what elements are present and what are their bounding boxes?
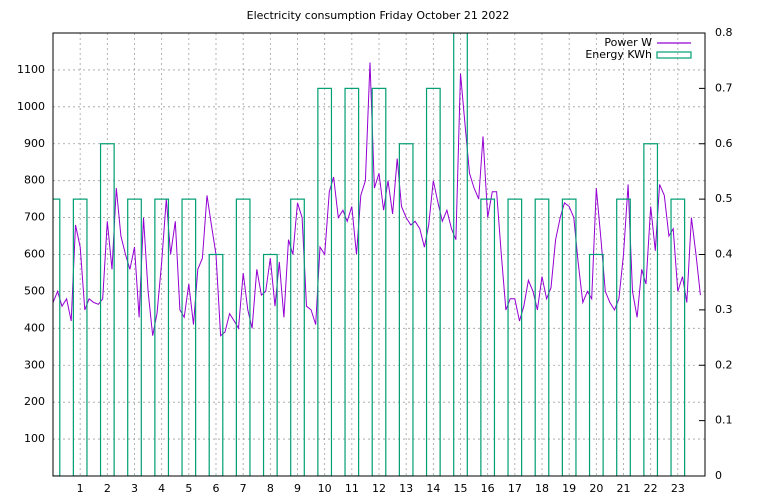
y-tick-label: 200 [24,395,45,408]
energy-box [561,198,577,476]
chart-title: Electricity consumption Friday October 2… [247,9,510,22]
legend-label: Energy KWh [585,48,652,61]
x-tick-label: 17 [508,482,522,495]
energy-box [371,87,387,476]
x-tick-label: 5 [185,482,192,495]
y2-tick-label: 0.8 [715,26,733,39]
energy-box [398,143,414,476]
y2-tick-label: 0.1 [715,414,733,427]
y-tick-label: 700 [24,211,45,224]
energy-box [344,87,360,476]
x-tick-label: 20 [589,482,603,495]
energy-box [235,198,251,476]
x-tick-label: 10 [318,482,332,495]
y2-tick-label: 0.2 [715,358,733,371]
y-tick-label: 600 [24,248,45,261]
energy-box [99,143,115,476]
energy-box [72,198,88,476]
y-tick-label: 400 [24,321,45,334]
energy-box [181,198,197,476]
y-tick-label: 100 [24,432,45,445]
y2-tick-label: 0.3 [715,303,733,316]
x-tick-label: 13 [399,482,413,495]
energy-box [453,33,468,476]
y2-tick-label: 0.5 [715,192,733,205]
energy-box [262,253,278,476]
plot-border [52,32,706,477]
x-tick-label: 21 [617,482,631,495]
x-tick-label: 12 [372,482,386,495]
energy-box [154,198,170,476]
plot-area [53,33,701,476]
y2-tick-label: 0.4 [715,248,733,261]
x-tick-label: 9 [294,482,301,495]
x-tick-label: 22 [644,482,658,495]
x-tick-label: 8 [267,482,274,495]
energy-box [127,198,142,476]
energy-box [317,87,333,476]
x-tick-label: 23 [671,482,685,495]
y2-tick-label: 0.6 [715,137,733,150]
energy-box [425,87,441,476]
y-tick-label: 500 [24,284,45,297]
legend: Power W Energy KWh [585,36,692,61]
x-tick-label: 3 [131,482,138,495]
y-tick-label: 800 [24,174,45,187]
energy-box [534,198,550,476]
energy-box [670,198,686,476]
x-tick-label: 2 [104,482,111,495]
y-tick-label: 300 [24,358,45,371]
legend-swatch [656,51,692,59]
energy-box [507,198,523,476]
y-tick-label: 1100 [17,63,45,76]
energy-box [588,253,604,476]
y2-tick-label: 0 [715,469,722,482]
energy-box [616,198,631,476]
x-tick-label: 15 [454,482,468,495]
x-tick-label: 14 [426,482,440,495]
x-tick-label: 7 [240,482,247,495]
x-tick-label: 6 [213,482,220,495]
energy-box [53,198,61,476]
energy-box [208,253,224,476]
legend-label: Power W [604,36,652,49]
energy-box [643,143,659,476]
y-tick-label: 900 [24,137,45,150]
x-tick-label: 1 [77,482,84,495]
x-tick-label: 19 [562,482,576,495]
energy-box [480,198,496,476]
x-tick-label: 18 [535,482,549,495]
x-tick-label: 16 [481,482,495,495]
energy-box [290,198,305,476]
y-tick-label: 1000 [17,100,45,113]
y2-tick-label: 0.7 [715,81,733,94]
power-line [53,62,701,337]
x-tick-label: 11 [345,482,359,495]
x-tick-label: 4 [158,482,165,495]
